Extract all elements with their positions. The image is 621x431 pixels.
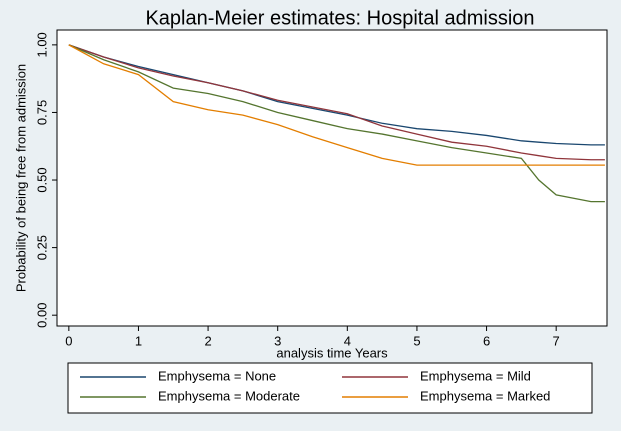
y-tick-label: 0.50 [34, 167, 49, 192]
x-tick-label: 2 [204, 333, 211, 348]
x-axis-label: analysis time Years [276, 345, 388, 360]
x-tick-label: 7 [553, 333, 560, 348]
legend-label: Emphysema = Moderate [158, 388, 300, 403]
y-tick-label: 1.00 [34, 32, 49, 57]
series-line [68, 44, 605, 161]
series-line [68, 44, 605, 166]
legend-label: Emphysema = Marked [420, 388, 550, 403]
x-tick-label: 1 [135, 333, 142, 348]
plot-area [56, 29, 608, 327]
legend [67, 362, 593, 414]
x-tick-label: 3 [274, 333, 281, 348]
y-axis-label: Probability of being free from admission [13, 64, 28, 292]
x-tick-label: 5 [413, 333, 420, 348]
legend-label: Emphysema = None [158, 368, 276, 383]
x-tick-label: 4 [344, 333, 351, 348]
x-tick-label: 6 [483, 333, 490, 348]
series-line [68, 44, 605, 203]
y-tick-label: 0.00 [34, 303, 49, 328]
y-tick-label: 0.25 [34, 235, 49, 260]
y-tick-label: 0.75 [34, 100, 49, 125]
legend-label: Emphysema = Mild [420, 368, 531, 383]
chart-title: Kaplan-Meier estimates: Hospital admissi… [145, 7, 534, 29]
x-tick-label: 0 [65, 333, 72, 348]
